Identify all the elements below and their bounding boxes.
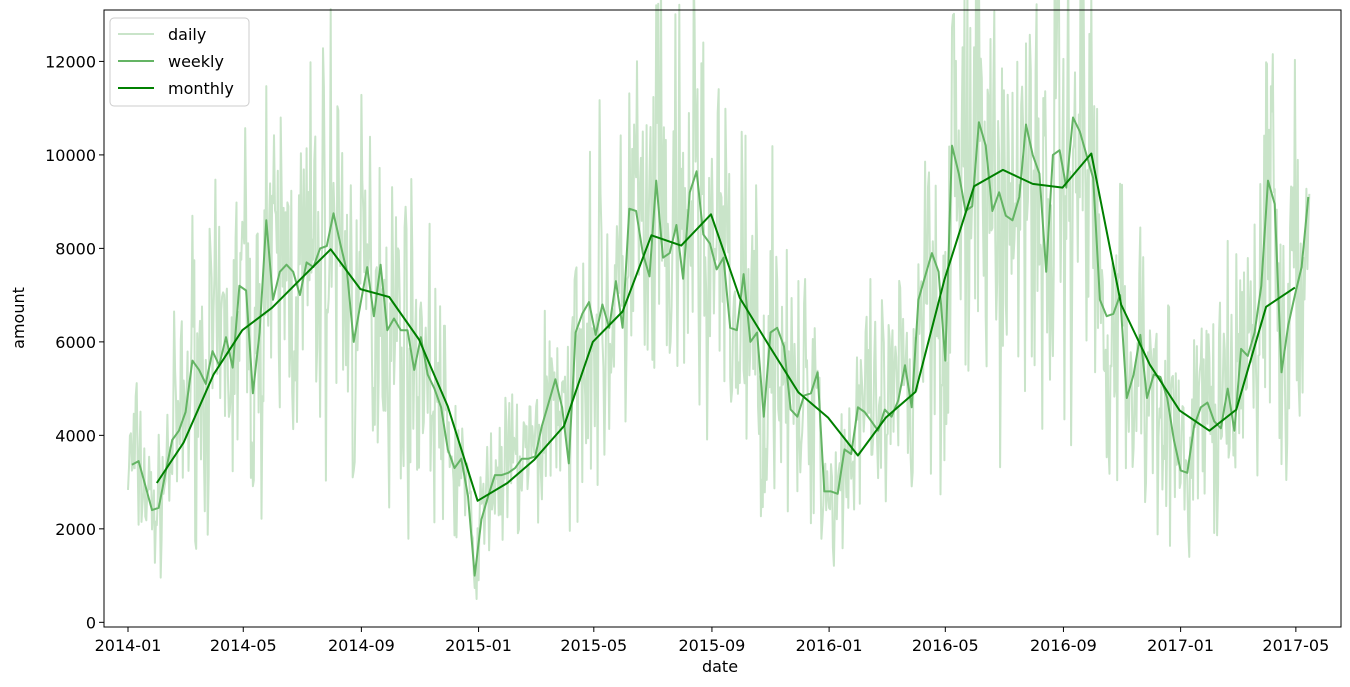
y-tick-label: 8000 bbox=[55, 239, 96, 258]
x-tick-label: 2014-09 bbox=[328, 636, 395, 655]
x-tick-label: 2015-01 bbox=[445, 636, 512, 655]
y-tick-label: 0 bbox=[86, 613, 96, 632]
legend-label-daily: daily bbox=[168, 25, 206, 44]
y-tick-label: 4000 bbox=[55, 426, 96, 445]
y-tick-label: 2000 bbox=[55, 520, 96, 539]
x-tick-label: 2016-01 bbox=[796, 636, 863, 655]
y-tick-label: 10000 bbox=[45, 146, 96, 165]
x-tick-label: 2014-05 bbox=[210, 636, 277, 655]
legend-label-weekly: weekly bbox=[168, 52, 224, 71]
x-tick-label: 2016-09 bbox=[1030, 636, 1097, 655]
x-tick-label: 2017-05 bbox=[1262, 636, 1329, 655]
legend-box bbox=[109, 17, 250, 107]
y-tick-label: 6000 bbox=[55, 333, 96, 352]
y-axis-label: amount bbox=[9, 287, 28, 349]
x-tick-label: 2016-05 bbox=[912, 636, 979, 655]
series-weekly-line bbox=[131, 116, 1310, 577]
y-axis: 0 2000 4000 6000 8000 10000 12000 bbox=[45, 52, 104, 632]
x-axis: 2014-01 2014-05 2014-09 2015-01 2015-05 2015-… bbox=[95, 627, 1329, 655]
x-axis-label: date bbox=[702, 657, 738, 676]
x-tick-label: 2015-05 bbox=[560, 636, 627, 655]
series-monthly-line bbox=[155, 152, 1296, 502]
plot-frame bbox=[103, 9, 1342, 628]
legend-label-monthly: monthly bbox=[168, 79, 234, 98]
x-tick-label: 2017-01 bbox=[1147, 636, 1214, 655]
legend: daily weekly monthly bbox=[109, 17, 250, 107]
series-daily-line bbox=[127, 0, 1311, 600]
x-tick-label: 2014-01 bbox=[95, 636, 162, 655]
y-tick-label: 12000 bbox=[45, 52, 96, 71]
plot-lines bbox=[127, 0, 1311, 600]
x-tick-label: 2015-09 bbox=[679, 636, 746, 655]
